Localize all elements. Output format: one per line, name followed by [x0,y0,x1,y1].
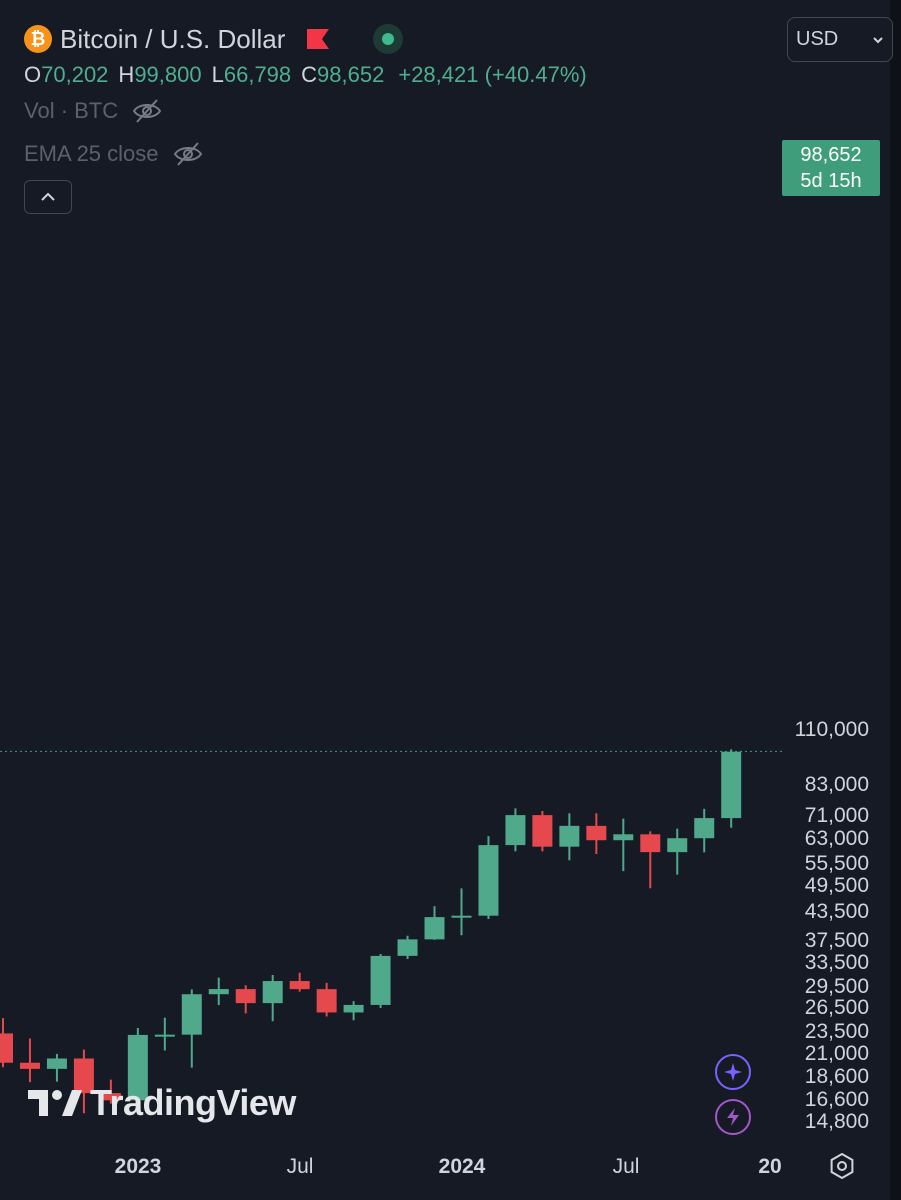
tradingview-watermark: TradingView [28,1082,296,1124]
price-tick-label: 55,500 [804,851,869,875]
price-tick-label: 21,000 [804,1041,869,1065]
bitcoin-logo-icon: ₿ [24,25,52,53]
bar-countdown: 5d 15h [800,170,862,192]
ohlc-low: L66,798 [211,62,292,87]
last-price-value: 98,652 [800,144,862,166]
price-tick-label: 71,000 [804,803,869,827]
time-tick-label: Jul [286,1155,314,1178]
time-tick-label: 2023 [114,1155,162,1178]
candle-body[interactable] [397,939,418,956]
price-tick-label: 83,000 [804,773,869,797]
ema-label: EMA 25 close [24,141,159,166]
symbol-header[interactable]: ₿ Bitcoin / U.S. Dollar [24,22,404,56]
candle-body[interactable] [532,815,553,847]
price-tick-label: 18,600 [804,1065,869,1089]
chevron-down-icon [873,36,883,43]
time-tick-label: 20 [758,1155,782,1178]
price-tick-label: 26,500 [804,996,869,1020]
candle-body[interactable] [586,825,607,841]
collapse-legend-button[interactable] [24,180,72,214]
candle-body[interactable] [181,994,202,1035]
candle-body[interactable] [667,838,688,853]
tradingview-logo-icon [28,1090,82,1116]
candle-body[interactable] [127,1034,148,1101]
status-dot-icon [382,33,395,45]
eye-off-icon[interactable] [173,141,203,167]
price-tick-label: 33,500 [804,950,869,974]
candle-body[interactable] [19,1062,40,1069]
ohlc-open: O70,202 [24,62,109,87]
quick-action-button[interactable] [715,1099,751,1135]
candle-body[interactable] [262,981,283,1004]
candle-body[interactable] [613,834,634,841]
sparkle-icon [724,1063,742,1081]
tradingview-wordmark: TradingView [90,1082,296,1123]
candle-body[interactable] [721,751,742,819]
candle-body[interactable] [559,825,580,847]
settings-icon[interactable] [828,1152,856,1180]
volume-indicator-row[interactable]: Vol · BTC [24,98,162,124]
candle-body[interactable] [451,915,472,918]
price-tick-label: 43,500 [804,899,869,923]
price-tick-label: 110,000 [794,718,869,742]
symbol-name[interactable]: Bitcoin / U.S. Dollar [60,23,286,54]
time-tick-label: Jul [612,1155,640,1178]
candle-body[interactable] [46,1058,67,1069]
candle-body[interactable] [424,917,445,940]
ema-indicator-row[interactable]: EMA 25 close [24,141,203,167]
last-price-label: 98,652 5d 15h [782,140,880,196]
candle-body[interactable] [289,981,310,990]
candle-body[interactable] [316,989,337,1013]
price-tick-label: 63,000 [804,827,869,851]
price-tick-label: 23,500 [804,1019,869,1043]
eye-off-icon[interactable] [132,98,162,124]
candle-body[interactable] [100,1093,121,1101]
candle-body[interactable] [0,1033,13,1063]
price-change: +28,421 (+40.47%) [398,62,587,87]
candle-body[interactable] [640,834,661,853]
ai-assistant-button[interactable] [715,1054,751,1090]
currency-value: USD [796,28,839,50]
candle-body[interactable] [208,989,229,995]
currency-select[interactable]: USD [787,17,893,62]
candles [0,749,742,1114]
price-tick-label: 14,800 [804,1110,869,1133]
window-frame [890,0,901,1200]
ohlc-close: C98,652 [301,62,385,87]
price-tick-label: 37,500 [804,928,869,952]
candle-body[interactable] [370,955,391,1005]
bolt-icon [727,1108,739,1126]
price-tick-label: 49,500 [804,874,869,898]
candle-body[interactable] [154,1034,175,1037]
ohlc-high: H99,800 [118,62,202,87]
time-tick-label: 2024 [438,1155,486,1178]
candle-body[interactable] [235,989,256,1004]
flag-icon[interactable] [307,29,330,49]
candle-body[interactable] [343,1004,364,1013]
chevron-up-icon [41,192,55,201]
candle-body[interactable] [73,1058,94,1094]
market-status-indicator[interactable] [373,24,404,54]
candle-body[interactable] [478,845,499,916]
price-tick-label: 16,600 [804,1087,869,1111]
candle-body[interactable] [694,818,715,839]
ohlc-legend: O70,202 H99,800 L66,798 C98,652 +28,421 … [24,62,587,88]
price-tick-label: 29,500 [804,975,869,999]
volume-label: Vol · BTC [24,98,119,123]
candle-body[interactable] [505,815,526,846]
